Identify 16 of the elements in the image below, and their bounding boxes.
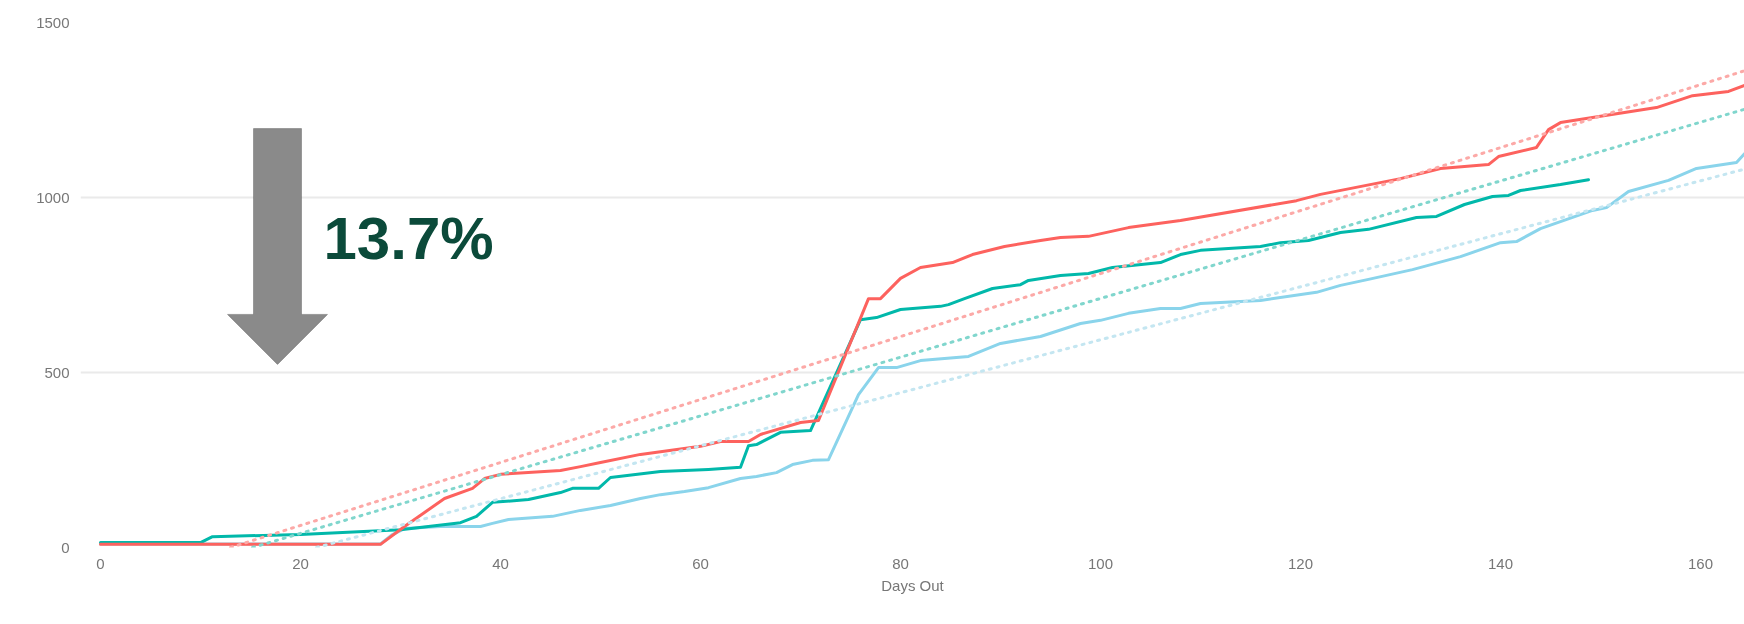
x-tick-label: 20 (292, 554, 309, 572)
x-tick-label: 60 (692, 554, 709, 572)
x-tick-label: 40 (492, 554, 509, 572)
x-tick-label: 140 (1487, 554, 1514, 572)
y-tick-label: 0 (61, 538, 70, 556)
annotation: 13.7% (323, 205, 494, 273)
x-tick-label: 80 (892, 554, 909, 572)
x-tick-label: 160 (1687, 554, 1714, 572)
y-tick-label: 500 (44, 363, 70, 381)
x-tick-label: 0 (96, 554, 105, 572)
line-series (99, 178, 1590, 545)
x-tick-label: 100 (1087, 554, 1114, 572)
x-tick-label: 120 (1287, 554, 1314, 572)
y-tick-label: 1500 (36, 13, 70, 31)
y-tick-label: 1000 (36, 188, 70, 206)
x-axis-title: Days Out (881, 576, 945, 594)
